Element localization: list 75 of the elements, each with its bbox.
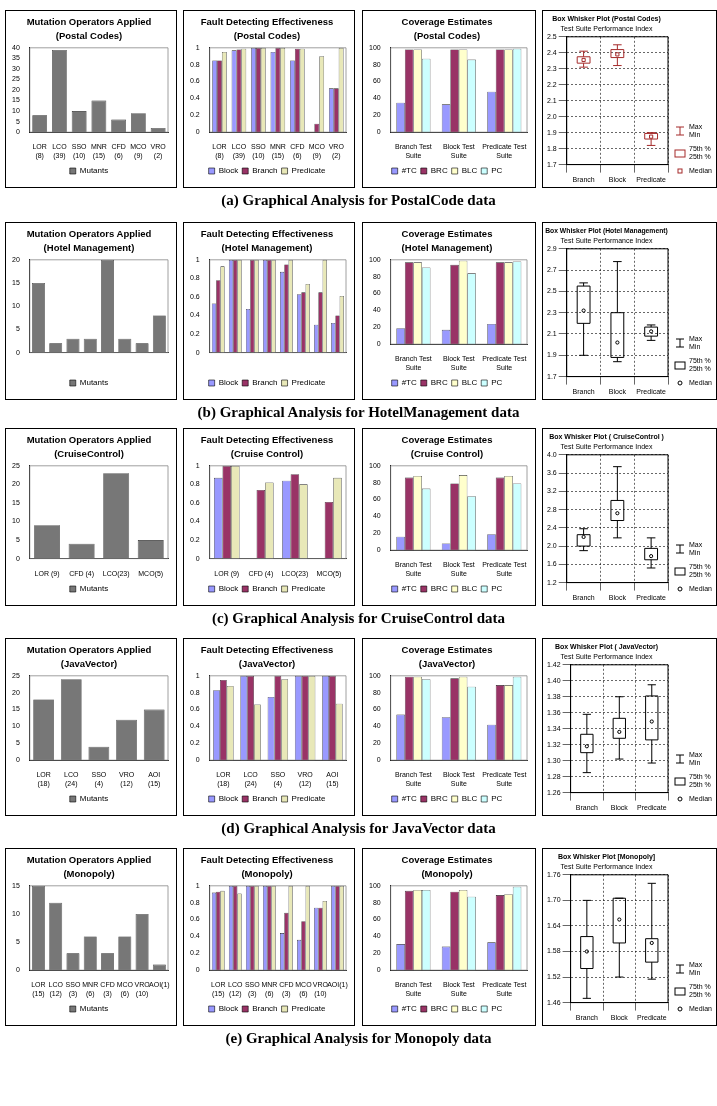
chart-title: Coverage Estimates bbox=[401, 434, 493, 446]
legend-label: BLC bbox=[461, 794, 478, 804]
chart-subtitle: (Hotel Management) bbox=[401, 241, 493, 253]
chart-title: Mutation Operators Applied bbox=[26, 16, 152, 28]
text: (e) Graphical Analysis for Monopoly data bbox=[224, 1030, 493, 1047]
chart-subtitle: (Postal Codes) bbox=[55, 29, 123, 41]
chart-subtitle: (Cruise Control) bbox=[410, 447, 484, 459]
chart-subtitle: (Postal Codes) bbox=[233, 29, 301, 41]
chart-title: Coverage Estimates bbox=[401, 228, 493, 240]
legend-label: PC bbox=[491, 378, 503, 388]
legend-label: Mutants bbox=[79, 794, 109, 804]
legend-label: Block bbox=[218, 794, 240, 804]
legend-label: Block bbox=[218, 166, 240, 176]
legend-label: BRC bbox=[430, 378, 448, 388]
chart-title: Coverage Estimates bbox=[401, 644, 493, 656]
legend-label: #TC bbox=[401, 584, 417, 594]
chart-title: Fault Detecting Effectiveness bbox=[200, 854, 334, 866]
chart-subtitle: (Monopoly) bbox=[241, 867, 293, 879]
legend-label: BLC bbox=[461, 166, 478, 176]
legend-label: #TC bbox=[401, 166, 417, 176]
legend-label: Block bbox=[218, 584, 240, 594]
legend-label: Branch bbox=[252, 1004, 278, 1014]
legend-label: Branch bbox=[252, 378, 278, 388]
legend-label: Mutants bbox=[79, 166, 109, 176]
legend-label: #TC bbox=[401, 794, 417, 804]
legend-label: Predicate bbox=[291, 584, 326, 594]
legend-label: Predicate bbox=[291, 794, 326, 804]
legend-label: Predicate bbox=[291, 166, 326, 176]
chart-subtitle: (JavaVector) bbox=[60, 657, 118, 669]
legend-label: BRC bbox=[430, 1004, 448, 1014]
legend-label: Block bbox=[218, 1004, 240, 1014]
legend-label: BRC bbox=[430, 584, 448, 594]
legend-label: BRC bbox=[430, 794, 448, 804]
legend-label: #TC bbox=[401, 378, 417, 388]
legend-label: Mutants bbox=[79, 378, 109, 388]
legend-label: Branch bbox=[252, 166, 278, 176]
text: (c) Graphical Analysis for CruiseControl data bbox=[210, 610, 507, 627]
chart-subtitle: (Hotel Management) bbox=[43, 241, 135, 253]
legend-label: Mutants bbox=[79, 1004, 109, 1014]
chart-subtitle: (JavaVector) bbox=[238, 657, 296, 669]
legend-label: Mutants bbox=[79, 584, 109, 594]
chart-title: Fault Detecting Effectiveness bbox=[200, 16, 334, 28]
legend-label: BLC bbox=[461, 1004, 478, 1014]
chart-subtitle: (CruiseControl) bbox=[54, 447, 124, 459]
chart-subtitle: (Monopoly) bbox=[63, 867, 115, 879]
legend-label: PC bbox=[491, 1004, 503, 1014]
chart-title: Mutation Operators Applied bbox=[26, 434, 152, 446]
chart-title: Mutation Operators Applied bbox=[26, 644, 152, 656]
legend-label: Branch bbox=[252, 794, 278, 804]
legend-label: PC bbox=[491, 794, 503, 804]
chart-title: Coverage Estimates bbox=[401, 16, 493, 28]
legend-label: Branch bbox=[252, 584, 278, 594]
chart-subtitle: (Monopoly) bbox=[421, 867, 473, 879]
legend-label: BRC bbox=[430, 166, 448, 176]
chart-subtitle: (Postal Codes) bbox=[413, 29, 481, 41]
legend-label: Predicate bbox=[291, 378, 326, 388]
text: (a) Graphical Analysis for PostalCode data bbox=[220, 192, 497, 209]
chart-title: Coverage Estimates bbox=[401, 854, 493, 866]
chart-title: Mutation Operators Applied bbox=[26, 228, 152, 240]
chart-subtitle: (Hotel Management) bbox=[221, 241, 313, 253]
chart-title: Fault Detecting Effectiveness bbox=[200, 228, 334, 240]
legend-label: BLC bbox=[461, 378, 478, 388]
chart-title: Mutation Operators Applied bbox=[26, 854, 152, 866]
legend-label: #TC bbox=[401, 1004, 417, 1014]
legend-label: Predicate bbox=[291, 1004, 326, 1014]
text: (b) Graphical Analysis for HotelManagement data bbox=[196, 404, 521, 421]
chart-title: Fault Detecting Effectiveness bbox=[200, 644, 334, 656]
legend-label: PC bbox=[491, 166, 503, 176]
chart-title: Fault Detecting Effectiveness bbox=[200, 434, 334, 446]
legend-label: BLC bbox=[461, 584, 478, 594]
text: (d) Graphical Analysis for JavaVector data bbox=[220, 820, 497, 837]
chart-subtitle: (JavaVector) bbox=[418, 657, 476, 669]
legend-label: PC bbox=[491, 584, 503, 594]
chart-subtitle: (Cruise Control) bbox=[230, 447, 304, 459]
legend-label: Block bbox=[218, 378, 240, 388]
